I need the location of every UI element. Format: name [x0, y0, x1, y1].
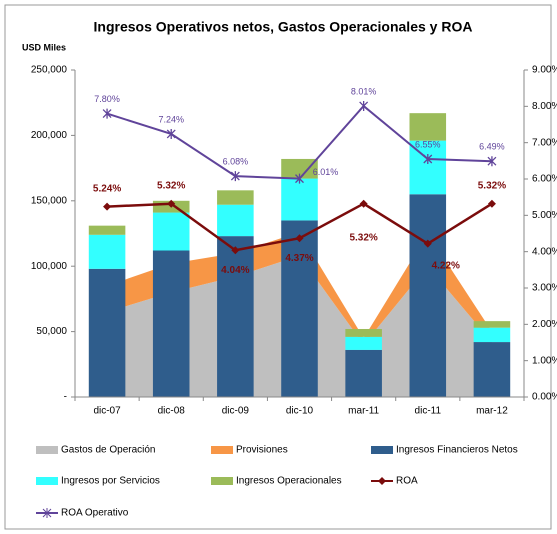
y-tick-label: 250,000 [31, 65, 68, 76]
y-tick-label: - [64, 392, 67, 403]
marker [102, 108, 112, 119]
x-tick-label: mar-12 [476, 406, 508, 417]
data-label: 5.32% [349, 232, 377, 243]
bar [409, 113, 447, 141]
legend-marker [378, 477, 386, 485]
data-label: 6.49% [479, 142, 505, 152]
legend-marker [42, 508, 52, 518]
y2-tick-label: 5.00% [532, 210, 557, 221]
bar [345, 336, 382, 350]
area [107, 232, 492, 345]
marker [487, 199, 496, 208]
legend-label: Ingresos Operacionales [236, 476, 342, 487]
data-label: 5.24% [93, 183, 121, 194]
bar [281, 178, 318, 221]
bar [345, 328, 382, 337]
bar [473, 327, 511, 343]
legend-swatch [211, 477, 233, 485]
marker [423, 239, 432, 248]
legend-label: ROA Operativo [61, 508, 129, 519]
y2-tick-label: 7.00% [532, 137, 557, 148]
legend-label: Ingresos por Servicios [61, 476, 160, 487]
x-tick-label: dic-08 [158, 406, 186, 417]
bar [217, 190, 254, 205]
x-tick-label: dic-10 [286, 406, 314, 417]
x-tick-label: dic-09 [222, 406, 250, 417]
data-label: 6.55% [415, 139, 441, 149]
y2-tick-label: 2.00% [532, 319, 557, 330]
marker [167, 199, 176, 208]
data-label: 4.22% [432, 260, 460, 271]
marker [487, 156, 497, 167]
y2-tick-label: 1.00% [532, 355, 557, 366]
x-tick-label: mar-11 [348, 406, 379, 417]
data-label: 4.04% [221, 265, 249, 276]
data-label: 7.24% [158, 114, 184, 124]
marker [231, 246, 240, 255]
x-tick-label: dic-07 [93, 406, 121, 417]
bar [217, 236, 254, 397]
marker [295, 173, 304, 184]
marker [359, 199, 368, 208]
legend-label: Provisiones [236, 445, 288, 456]
legend-label: Ingresos Financieros Netos [396, 445, 518, 456]
bar [409, 194, 447, 397]
bar [88, 225, 126, 235]
legend-swatch [371, 446, 393, 454]
y2-tick-label: 9.00% [532, 65, 557, 76]
legend-swatch [36, 477, 58, 485]
data-label: 8.01% [351, 86, 377, 96]
data-label: 5.32% [478, 180, 506, 191]
bar [88, 234, 126, 269]
x-tick-label: dic-11 [415, 406, 442, 417]
y-tick-label: 100,000 [31, 261, 68, 272]
bar [152, 212, 190, 251]
chart-title: Ingresos Operativos netos, Gastos Operac… [94, 19, 473, 35]
bar [281, 220, 318, 397]
marker [423, 154, 433, 165]
data-label: 6.01% [313, 167, 339, 177]
bar [473, 321, 511, 328]
bar [217, 204, 254, 237]
data-label: 5.32% [157, 180, 185, 191]
bar [473, 342, 511, 397]
y2-tick-label: 0.00% [532, 392, 557, 403]
marker [230, 171, 240, 182]
y2-tick-label: 3.00% [532, 283, 557, 294]
y-tick-label: 50,000 [36, 326, 67, 337]
y-axis-label: USD Miles [22, 42, 66, 52]
legend-swatch [211, 446, 233, 454]
y-tick-label: 150,000 [31, 195, 68, 206]
data-label: 6.08% [223, 156, 249, 166]
marker [166, 128, 176, 139]
marker [103, 202, 112, 211]
data-label: 4.37% [285, 253, 313, 264]
data-label: 7.80% [94, 94, 120, 104]
marker [359, 100, 369, 111]
bar [345, 349, 382, 397]
y-tick-label: 200,000 [31, 130, 68, 141]
legend-label: ROA [396, 476, 418, 487]
marker [295, 234, 304, 243]
y2-tick-label: 4.00% [532, 246, 557, 257]
bar [281, 158, 318, 179]
y2-tick-label: 8.00% [532, 101, 557, 112]
y2-tick-label: 6.00% [532, 174, 557, 185]
legend-label: Gastos de Operación [61, 445, 156, 456]
bar [88, 268, 126, 397]
legend-swatch [36, 446, 58, 454]
bar [152, 250, 190, 397]
